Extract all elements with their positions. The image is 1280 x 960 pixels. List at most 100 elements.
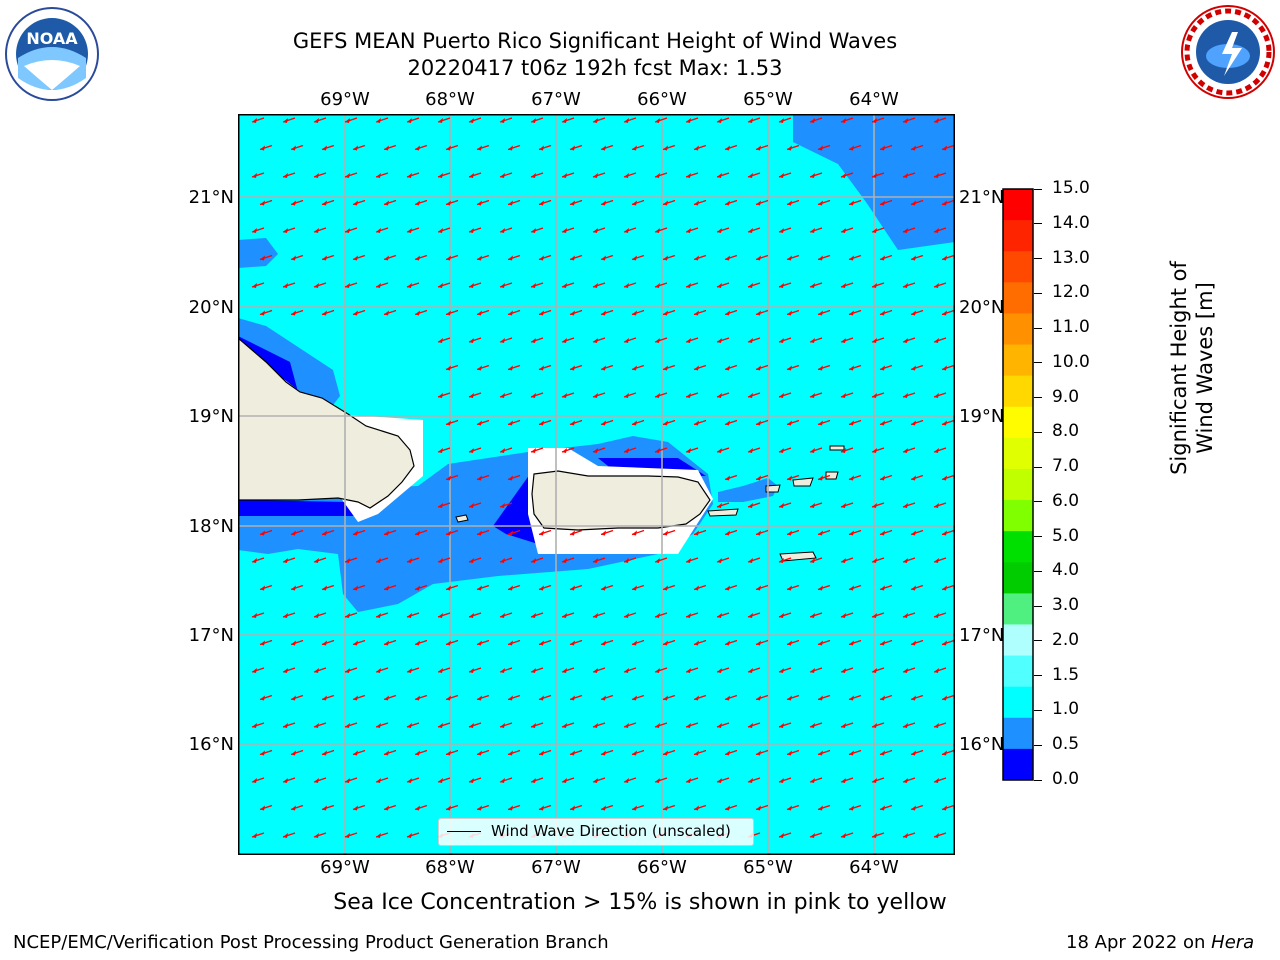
wind-arrow-head [376, 723, 381, 728]
wind-arrow-head [934, 613, 939, 618]
wind-arrow-head [415, 530, 420, 536]
wind-arrow-head [353, 310, 358, 316]
wind-arrow-head [787, 805, 792, 811]
wind-arrow-head [872, 173, 877, 178]
wind-arrow-head [942, 475, 947, 481]
wind-arrow-head [942, 750, 947, 756]
wind-arrow-head [841, 723, 846, 728]
colorbar-tick-mark [1034, 675, 1042, 677]
colorbar-band [1003, 437, 1033, 470]
wind-arrow-head [438, 338, 443, 343]
wind-arrow-head [593, 778, 598, 783]
wind-arrow-head [717, 448, 722, 453]
wind-arrow-head [787, 475, 792, 481]
lat-label-right-19n: 19°N [959, 406, 1005, 427]
wind-arrow-head [756, 255, 761, 261]
wind-arrow-head [469, 228, 474, 233]
wind-arrow-head [632, 310, 637, 316]
wind-arrow-head [903, 173, 908, 178]
wind-arrow-head [911, 750, 916, 756]
wind-arrow-head [291, 750, 296, 756]
wind-arrow-head [322, 310, 327, 316]
wind-arrow-head [717, 118, 722, 123]
wind-arrow-head [570, 365, 575, 371]
colorbar-band [1003, 748, 1033, 781]
wind-arrow-head [748, 338, 753, 343]
wind-arrow-head [911, 255, 916, 261]
wind-arrow-head [407, 778, 412, 783]
wind-arrow-head [849, 475, 854, 481]
wind-arrow-head [686, 173, 691, 178]
colorbar-band [1003, 531, 1033, 563]
wave-height-map [238, 114, 955, 855]
wind-arrow-head [291, 310, 296, 316]
wind-arrow-head [663, 310, 668, 316]
wind-arrow-head [911, 585, 916, 591]
wind-arrow-head [314, 118, 319, 123]
wind-arrow-head [252, 558, 257, 563]
wind-arrow-head [353, 530, 358, 536]
wind-arrow-head [903, 558, 908, 563]
wind-arrow-head [376, 558, 381, 563]
run-date: 18 Apr 2022 on Hera [1066, 932, 1254, 953]
wind-arrow-head [663, 365, 668, 371]
colorbar-tick-mark [1034, 431, 1042, 433]
wind-arrow-head [632, 640, 637, 646]
lat-label-right-20n: 20°N [959, 297, 1005, 318]
wind-arrow-head [376, 173, 381, 178]
wind-arrow-head [903, 283, 908, 288]
colorbar-tick-label: 9.0 [1052, 386, 1080, 407]
colorbar-band [1003, 344, 1033, 377]
wind-arrow-head [810, 118, 815, 123]
wind-arrow-head [849, 310, 854, 316]
colorbar-tick-mark [1034, 570, 1042, 572]
lon-label-top-69w: 69°W [320, 89, 370, 110]
wind-arrow-head [322, 750, 327, 756]
wind-arrow-head [593, 613, 598, 618]
colorbar-tick-mark [1034, 362, 1042, 364]
wind-arrow-head [880, 310, 885, 316]
wind-arrow-head [942, 365, 947, 371]
wind-arrow-head [376, 228, 381, 233]
wind-arrow-head [655, 338, 660, 343]
wind-arrow-head [934, 778, 939, 783]
wind-arrow-head [469, 173, 474, 178]
wind-arrow-head [593, 448, 598, 453]
wind-arrow-head [903, 668, 908, 673]
wind-arrow-head [779, 448, 784, 453]
colorbar-tick-mark [1034, 258, 1042, 260]
wind-arrow-head [283, 118, 288, 123]
wind-arrow-head [291, 640, 296, 646]
wind-arrow-head [748, 723, 753, 728]
wind-arrow-head [934, 833, 939, 838]
wind-arrow-head [880, 585, 885, 591]
wind-arrow-head [779, 833, 784, 838]
branch-credit: NCEP/EMC/Verification Post Processing Pr… [13, 932, 609, 953]
wind-arrow-head [787, 695, 792, 701]
wind-arrow-head [818, 750, 823, 756]
wind-arrow-head [818, 365, 823, 371]
wind-arrow-head [717, 613, 722, 618]
wind-arrow-head [787, 750, 792, 756]
lon-label-top-64w: 64°W [849, 89, 899, 110]
wind-arrow-head [686, 613, 691, 618]
wind-arrow-head [500, 173, 505, 178]
wind-arrow-head [903, 503, 908, 508]
graticule [238, 114, 955, 855]
wind-arrow-head [283, 778, 288, 783]
wind-arrow-head [872, 283, 877, 288]
wind-arrow-head [407, 668, 412, 673]
wind-arrow-head [624, 668, 629, 673]
wind-arrow-head [500, 613, 505, 618]
wind-arrow-head [942, 640, 947, 646]
wind-arrow-head [880, 420, 885, 426]
wind-arrow-head [562, 668, 567, 673]
wind-arrow-head [725, 365, 730, 371]
colorbar-tick-mark [1034, 397, 1042, 399]
colorbar-band [1003, 593, 1033, 625]
wind-arrow-head [314, 723, 319, 728]
wind-arrow-head [624, 558, 629, 563]
wind-arrow-head [508, 585, 513, 591]
wind-arrow-head [531, 118, 536, 123]
wind-arrow-head [810, 613, 815, 618]
